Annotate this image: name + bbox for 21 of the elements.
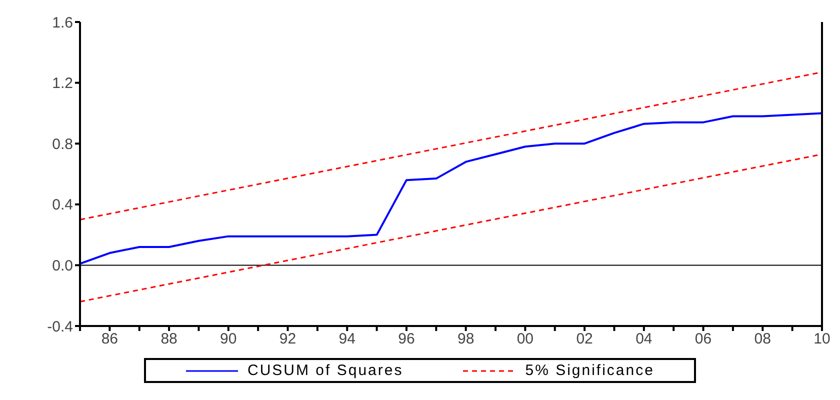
legend-label: 5% Significance: [525, 362, 654, 379]
x-tick-label: 94: [338, 330, 356, 348]
y-tick-label: 1.6: [52, 14, 73, 32]
y-tick-label: -0.4: [47, 318, 73, 336]
x-tick-label: 96: [398, 330, 415, 348]
x-tick-label: 88: [160, 330, 178, 348]
x-tick-label: 08: [754, 330, 771, 348]
legend-label: CUSUM of Squares: [248, 362, 404, 379]
x-tick-label: 98: [457, 330, 474, 348]
y-tick-label: 1.2: [52, 75, 73, 92]
x-tick-label: 00: [516, 330, 534, 348]
y-tick-label: 0.8: [52, 136, 73, 153]
y-tick-label: 0.0: [52, 258, 73, 275]
x-tick-label: 04: [636, 330, 652, 348]
x-tick-label: 90: [220, 330, 237, 348]
x-tick-label: 92: [279, 330, 296, 348]
x-tick-label: 86: [101, 330, 118, 348]
x-tick-label: 02: [576, 330, 593, 348]
x-tick-label: 06: [694, 330, 712, 348]
x-tick-label: 10: [814, 330, 830, 348]
y-tick-label: 0.4: [52, 196, 73, 214]
